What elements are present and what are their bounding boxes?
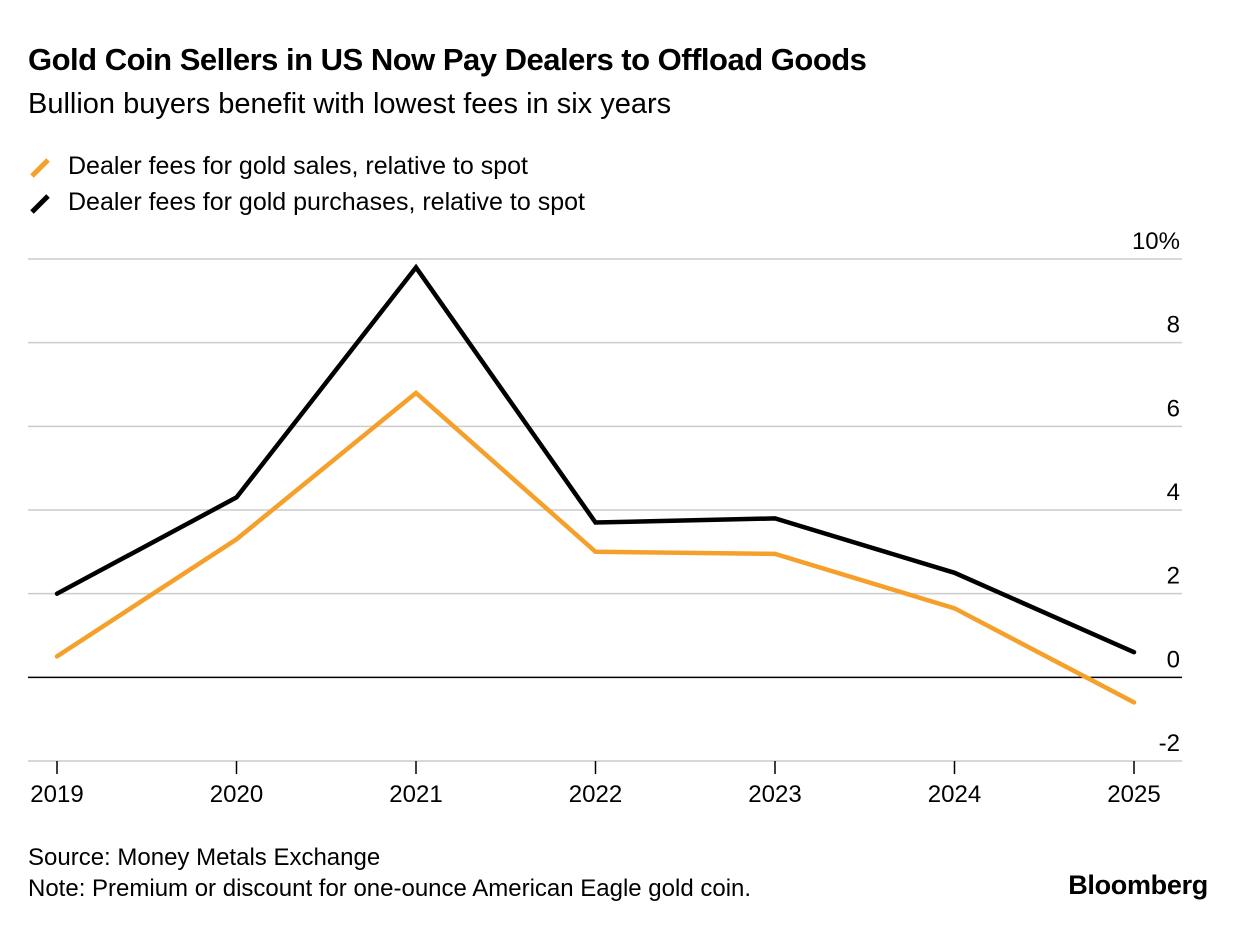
- x-tick-label-2023: 2023: [748, 781, 801, 808]
- legend-label-purchases: Dealer fees for gold purchases, relative…: [68, 187, 585, 216]
- black-line-icon: [30, 194, 50, 214]
- series-line-sales: [54, 389, 1137, 705]
- footnote: Note: Premium or discount for one-ounce …: [28, 875, 752, 902]
- orange-line-icon: [30, 158, 50, 178]
- y-tick-label-2: 6: [1167, 395, 1180, 422]
- x-tick-label-2022: 2022: [569, 781, 622, 808]
- x-tick-label-2024: 2024: [928, 781, 981, 808]
- y-tick-label-4: 2: [1167, 563, 1180, 590]
- chart-footer: Source: Money Metals Exchange Note: Prem…: [28, 842, 751, 904]
- x-tick-label-2021: 2021: [389, 781, 442, 808]
- y-tick-label-3: 4: [1167, 479, 1180, 506]
- chart-title: Gold Coin Sellers in US Now Pay Dealers …: [28, 42, 867, 77]
- y-tick-label-1: 8: [1167, 312, 1180, 339]
- bloomberg-logo: Bloomberg: [1068, 870, 1208, 900]
- series-line-purchases: [54, 263, 1137, 655]
- x-tick-label-2019: 2019: [30, 781, 83, 808]
- chart-subtitle: Bullion buyers benefit with lowest fees …: [28, 88, 672, 120]
- y-tick-label-0: 10%: [1132, 228, 1180, 255]
- legend-label-sales: Dealer fees for gold sales, relative to …: [68, 151, 528, 180]
- x-tick-label-2025: 2025: [1107, 781, 1160, 808]
- legend-item-purchases: Dealer fees for gold purchases, relative…: [28, 184, 585, 220]
- x-tick-label-2020: 2020: [210, 781, 263, 808]
- legend-item-sales: Dealer fees for gold sales, relative to …: [28, 148, 585, 184]
- y-tick-label-6: -2: [1159, 730, 1180, 757]
- source-note: Source: Money Metals Exchange: [28, 844, 381, 871]
- legend: Dealer fees for gold sales, relative to …: [28, 148, 585, 220]
- y-tick-label-5: 0: [1167, 646, 1180, 673]
